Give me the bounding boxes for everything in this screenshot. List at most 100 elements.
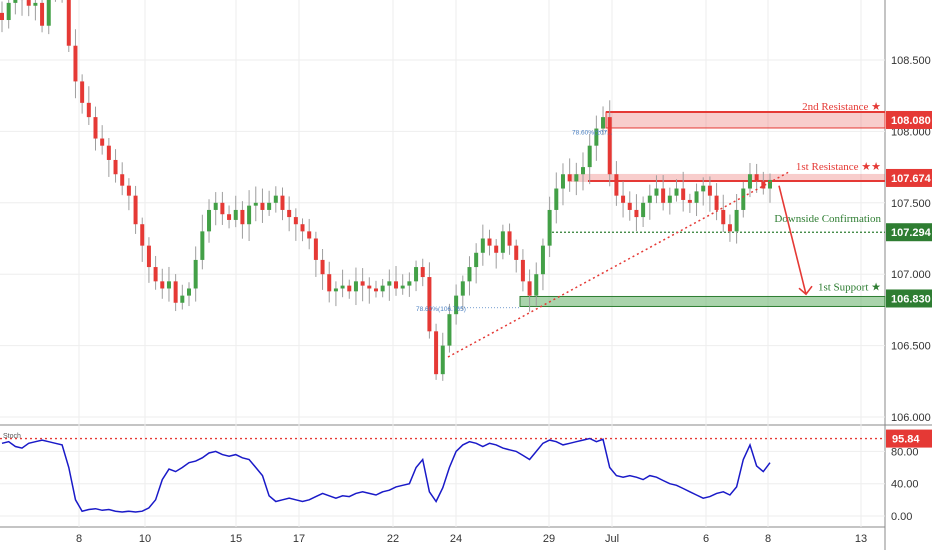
candle-body xyxy=(494,245,499,253)
indicator-title: Stoch xyxy=(3,433,21,440)
candle-body xyxy=(233,209,238,220)
candle-body xyxy=(13,0,18,3)
candle-body xyxy=(420,267,425,278)
candle-body xyxy=(534,274,539,296)
level-label: 2nd Resistance ★ xyxy=(802,101,881,113)
projection-arrow xyxy=(778,185,807,295)
candle-body xyxy=(220,202,225,215)
candle-body xyxy=(567,174,572,182)
candle-body xyxy=(113,159,118,175)
candle-body xyxy=(153,267,158,282)
price-tag xyxy=(886,110,932,129)
candle-body xyxy=(6,2,11,21)
candle-body xyxy=(166,281,171,289)
level-label: Downside Confirmation xyxy=(774,213,881,225)
resistance-1-zone xyxy=(571,173,885,182)
candle-body xyxy=(594,128,599,146)
price-tick-label: 108.500 xyxy=(891,55,931,67)
candle-body xyxy=(367,285,372,289)
level-zones xyxy=(519,110,886,307)
candle-body xyxy=(621,195,626,203)
candle-body xyxy=(273,195,278,203)
candle-body xyxy=(460,281,465,296)
candle-body xyxy=(300,224,305,232)
candle-body xyxy=(120,174,125,186)
candle-body xyxy=(507,231,512,246)
date-tick-label: 17 xyxy=(293,533,305,545)
candle-body xyxy=(353,281,358,292)
candle-body xyxy=(287,209,292,218)
candle-body xyxy=(360,281,365,286)
fib-label: 78.60%(106.765) xyxy=(416,306,466,313)
candle-body xyxy=(280,195,285,210)
candle-body xyxy=(641,202,646,218)
candle-body xyxy=(467,267,472,282)
candle-body xyxy=(667,195,672,203)
candle-body xyxy=(313,238,318,260)
candle-body xyxy=(93,117,98,139)
candle-body xyxy=(487,238,492,246)
candle-body xyxy=(340,285,345,289)
candle-body xyxy=(80,81,85,103)
candle-body xyxy=(440,345,445,375)
candle-body xyxy=(734,209,739,232)
candle-body xyxy=(100,138,105,146)
candle-body xyxy=(627,202,632,210)
candle-body xyxy=(180,295,185,303)
candle-body xyxy=(527,281,532,296)
drawings: 2nd Resistance ★ 1st Resistance ★★ Downsid… xyxy=(416,101,881,358)
price-tag-label: 108.080 xyxy=(891,115,931,127)
candle-body xyxy=(160,281,165,289)
candle-body xyxy=(0,12,4,21)
candle-body xyxy=(327,274,332,292)
candle-body xyxy=(514,245,519,260)
date-tick-label: 6 xyxy=(703,533,709,545)
price-tag-label: 107.294 xyxy=(891,227,932,239)
candle-body xyxy=(540,245,545,275)
candles xyxy=(0,0,772,381)
candle-body xyxy=(240,209,245,225)
candle-body xyxy=(394,281,399,289)
candle-body xyxy=(140,224,145,246)
candle-body xyxy=(727,224,732,232)
candle-body xyxy=(547,209,552,246)
price-tick-label: 106.000 xyxy=(891,412,931,424)
date-tick-label: 8 xyxy=(76,533,82,545)
price-tag-label: 107.674 xyxy=(891,173,932,185)
candle-body xyxy=(347,285,352,292)
candle-body xyxy=(694,191,699,203)
candle-body xyxy=(106,145,111,160)
candle-body xyxy=(761,181,766,189)
candle-body xyxy=(574,174,579,182)
candle-body xyxy=(26,0,31,6)
stoch-tick-label: 40.00 xyxy=(891,479,919,491)
stoch-level-label: 95.84 xyxy=(892,434,920,446)
candle-body xyxy=(193,259,198,289)
level-label: 1st Resistance ★★ xyxy=(796,161,881,173)
candle-body xyxy=(227,214,232,220)
candle-body xyxy=(373,288,378,292)
candle-body xyxy=(213,202,218,210)
candle-body xyxy=(647,195,652,203)
candle-body xyxy=(66,0,71,46)
stochastic-panel: Stoch xyxy=(0,433,885,517)
candle-body xyxy=(200,231,205,260)
candle-body xyxy=(607,117,612,175)
candle-body xyxy=(73,45,78,82)
candle-body xyxy=(500,231,505,253)
date-tick-label: 24 xyxy=(450,533,462,545)
price-tag xyxy=(886,168,932,187)
stoch-level-tag xyxy=(886,429,932,448)
candle-body xyxy=(701,185,706,192)
candle-body xyxy=(400,285,405,289)
candle-body xyxy=(480,238,485,253)
level-label: 1st Support ★ xyxy=(818,281,881,293)
candle-body xyxy=(747,174,752,189)
axes: 108.500 108.000 107.500 107.000 106.500 106.0… xyxy=(76,55,932,545)
date-tick-label: 13 xyxy=(855,533,867,545)
candle-body xyxy=(741,188,746,210)
date-tick-label: Jul xyxy=(605,533,619,545)
candle-body xyxy=(474,252,479,268)
price-tick-label: 106.500 xyxy=(891,341,931,353)
